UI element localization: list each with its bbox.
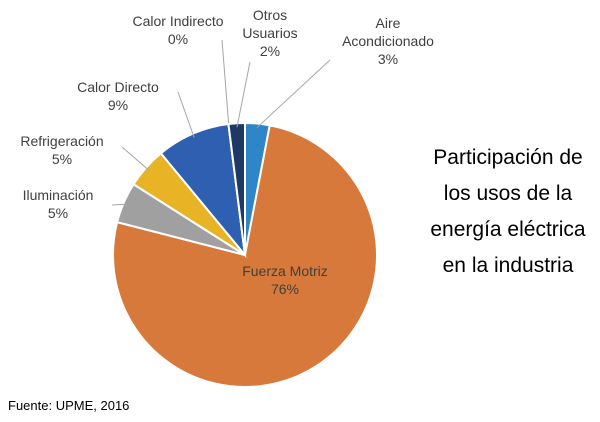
category-label: Otros Usuarios	[242, 7, 298, 41]
value-label: 3%	[377, 51, 399, 67]
category-label: Calor Indirecto	[132, 13, 224, 29]
value-label: 5%	[47, 205, 69, 221]
data-label: Iluminación 5%	[3, 186, 113, 222]
data-label: Calor Indirecto 0%	[113, 12, 243, 48]
data-label: Aire Acondicionado 3%	[333, 14, 443, 68]
chart-title: Participación de los usos de la energía …	[430, 146, 586, 277]
category-label: Refrigeración	[20, 133, 104, 149]
value-label: 5%	[51, 151, 73, 167]
leader-line	[256, 59, 331, 128]
leader-line	[121, 146, 150, 171]
value-label: 76%	[270, 281, 300, 297]
value-label: 0%	[167, 31, 189, 47]
source-note: Fuente: UPME, 2016	[8, 398, 130, 413]
data-label: Refrigeración 5%	[2, 132, 122, 168]
category-label: Iluminación	[22, 187, 94, 203]
value-label: 2%	[259, 43, 281, 59]
data-label: Otros Usuarios 2%	[235, 6, 305, 60]
leader-line	[236, 61, 251, 128]
leader-line	[177, 91, 195, 138]
category-label: Fuerza Motriz	[242, 263, 328, 279]
leader-line	[221, 39, 230, 129]
value-label: 9%	[107, 97, 129, 113]
data-label: Fuerza Motriz 76%	[225, 262, 345, 298]
pie-slice	[227, 121, 246, 256]
leader-line	[111, 203, 128, 206]
category-label: Calor Directo	[77, 79, 159, 95]
category-label: Aire Acondicionado	[342, 15, 434, 49]
data-label: Calor Directo 9%	[63, 78, 173, 114]
